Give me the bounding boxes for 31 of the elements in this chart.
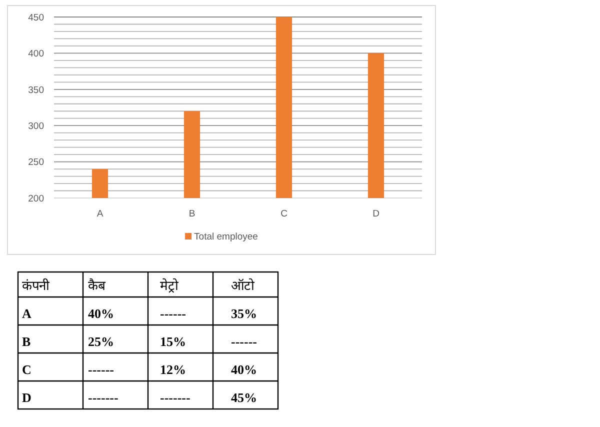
legend: Total employee <box>185 232 258 242</box>
y-tick-label: 450 <box>28 12 44 24</box>
text: ------ <box>231 334 257 349</box>
text: 15% <box>160 334 186 349</box>
text: ------- <box>88 390 118 405</box>
category-label: मेट्रो <box>160 278 179 293</box>
category-label: B <box>22 334 31 349</box>
x-tick-label: A <box>96 208 104 220</box>
x-tick-label: D <box>372 208 380 220</box>
text: ------- <box>160 390 190 405</box>
text: 40% <box>88 306 114 321</box>
y-tick-label: 300 <box>28 121 44 132</box>
y-tick-label: 200 <box>28 193 44 204</box>
text: ------ <box>88 362 114 377</box>
category-label: कैब <box>88 278 106 293</box>
y-tick-label: 250 <box>28 157 44 168</box>
text: 45% <box>231 390 257 405</box>
text: 25% <box>88 334 114 349</box>
category-label: C <box>22 362 32 377</box>
x-tick-label: B <box>188 208 196 220</box>
text: 35% <box>231 306 257 321</box>
text: 40% <box>231 362 257 377</box>
x-tick-label: C <box>280 208 288 220</box>
y-tick-label: 350 <box>28 84 44 96</box>
text: ------ <box>160 306 186 321</box>
category-label: A <box>22 306 32 321</box>
category-label: ऑटो <box>231 278 255 293</box>
category-label: D <box>22 390 32 405</box>
text: कंपनी <box>22 278 50 293</box>
y-tick-label: 400 <box>28 48 44 60</box>
text: 12% <box>160 362 186 377</box>
